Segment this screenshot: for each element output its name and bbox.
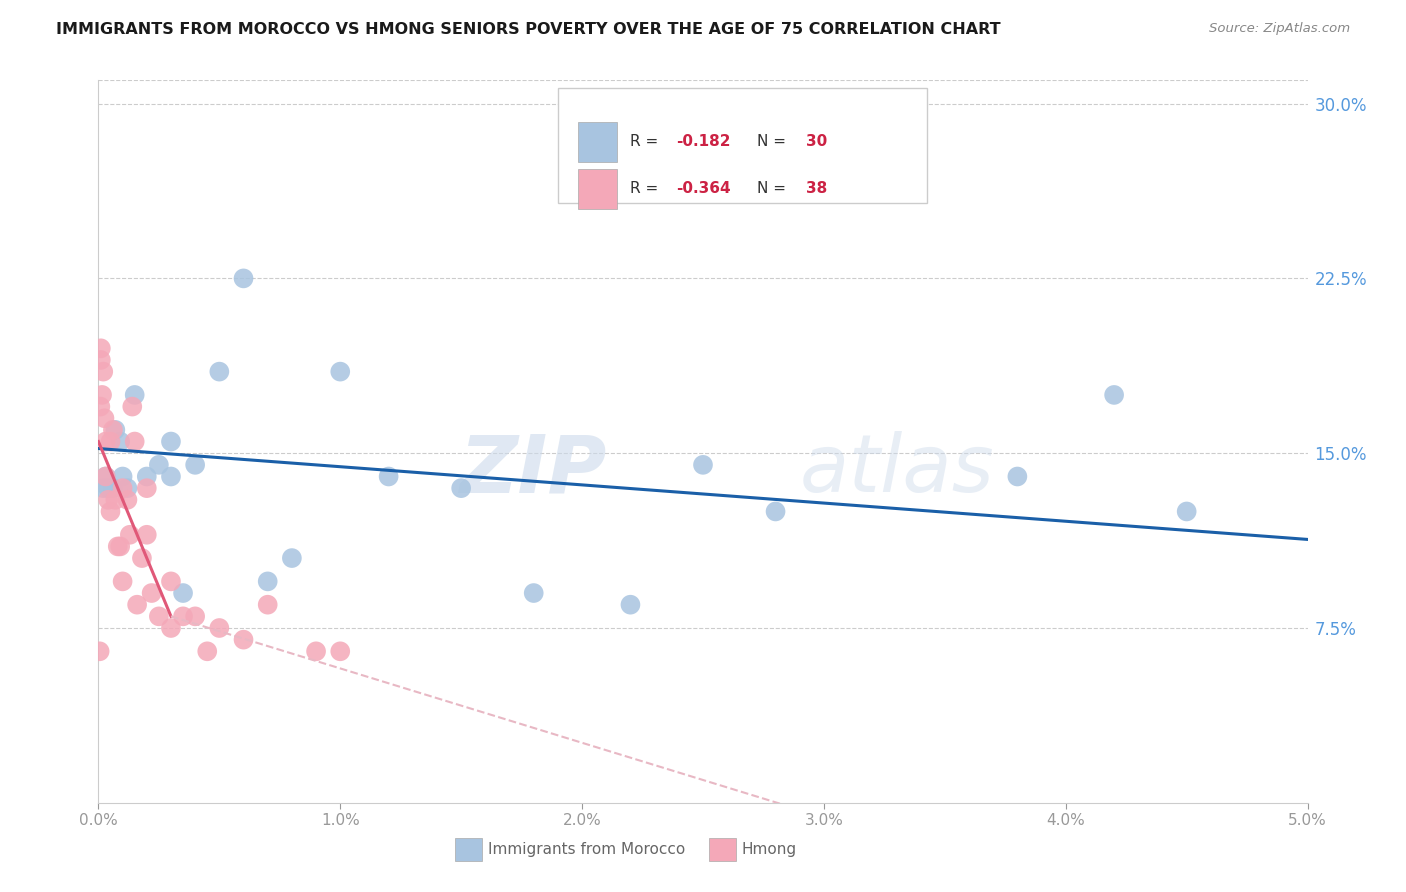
Point [108, 434, 131, 449]
Point [523, 586, 546, 600]
Point [377, 469, 399, 483]
Text: -0.364: -0.364 [676, 181, 731, 196]
Text: 30: 30 [806, 134, 827, 149]
Point [172, 609, 194, 624]
Point [135, 469, 157, 483]
Point [184, 458, 207, 472]
Point [195, 644, 218, 658]
Point [93, 411, 115, 425]
Point [256, 598, 278, 612]
Point [160, 469, 183, 483]
Bar [709, 838, 735, 862]
Point [124, 388, 146, 402]
Point [765, 504, 787, 518]
Point [89, 400, 111, 414]
Point [1102, 388, 1125, 402]
Point [104, 492, 127, 507]
Point [692, 458, 714, 472]
Point [1175, 504, 1198, 518]
Point [94, 469, 117, 483]
Point [90, 341, 112, 355]
Point [172, 586, 194, 600]
Point [101, 423, 124, 437]
Text: N =: N = [758, 134, 792, 149]
Point [111, 481, 134, 495]
Point [107, 540, 129, 554]
Point [117, 492, 139, 507]
Point [619, 598, 641, 612]
Point [141, 586, 163, 600]
Bar [578, 122, 617, 161]
Point [256, 574, 278, 589]
Point [148, 609, 170, 624]
Bar [578, 169, 617, 209]
Text: 38: 38 [806, 181, 827, 196]
Point [135, 481, 157, 495]
Point [121, 400, 143, 414]
Text: ZIP: ZIP [458, 432, 606, 509]
Point [118, 528, 141, 542]
Point [97, 492, 120, 507]
Point [131, 551, 153, 566]
Point [329, 365, 352, 379]
Point [124, 434, 146, 449]
Point [208, 621, 231, 635]
Text: N =: N = [758, 181, 792, 196]
Point [111, 574, 134, 589]
Point [94, 469, 117, 483]
Point [450, 481, 472, 495]
Text: Immigrants from Morocco: Immigrants from Morocco [488, 842, 685, 857]
Point [104, 423, 127, 437]
Text: R =: R = [630, 181, 664, 196]
Point [148, 458, 170, 472]
Point [232, 632, 254, 647]
Bar [456, 838, 482, 862]
FancyBboxPatch shape [558, 87, 927, 203]
Point [329, 644, 352, 658]
Point [90, 353, 112, 368]
Point [91, 481, 114, 495]
Text: Hmong: Hmong [742, 842, 797, 857]
Point [305, 644, 328, 658]
Point [281, 551, 304, 566]
Point [117, 481, 139, 495]
Point [208, 365, 231, 379]
Point [97, 481, 120, 495]
Point [100, 434, 122, 449]
Text: atlas: atlas [800, 432, 994, 509]
Point [100, 504, 122, 518]
Point [135, 528, 157, 542]
Point [108, 540, 131, 554]
Point [101, 481, 124, 495]
Point [127, 598, 149, 612]
Text: -0.182: -0.182 [676, 134, 731, 149]
Text: Source: ZipAtlas.com: Source: ZipAtlas.com [1209, 22, 1350, 36]
Text: IMMIGRANTS FROM MOROCCO VS HMONG SENIORS POVERTY OVER THE AGE OF 75 CORRELATION : IMMIGRANTS FROM MOROCCO VS HMONG SENIORS… [56, 22, 1001, 37]
Point [886, 167, 908, 181]
Point [111, 469, 134, 483]
Point [89, 644, 111, 658]
Point [94, 434, 117, 449]
Text: R =: R = [630, 134, 664, 149]
Point [91, 388, 114, 402]
Point [160, 434, 183, 449]
Point [232, 271, 254, 285]
Point [184, 609, 207, 624]
Point [160, 574, 183, 589]
Point [160, 621, 183, 635]
Point [91, 365, 114, 379]
Point [1007, 469, 1029, 483]
